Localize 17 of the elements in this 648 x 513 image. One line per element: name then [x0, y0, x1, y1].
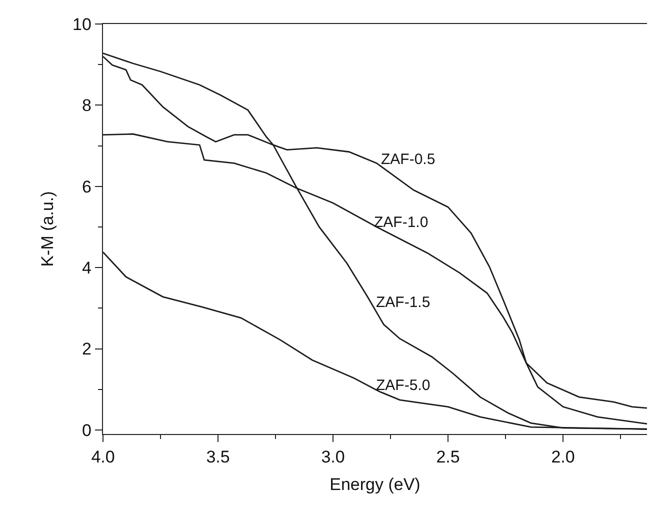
y-tick-label: 0 — [82, 420, 92, 440]
y-tick-label: 4 — [82, 258, 92, 278]
x-tick-label: 3.0 — [321, 448, 345, 467]
annotation: ZAF-0.5 — [381, 151, 436, 168]
y-tick-label: 10 — [72, 14, 92, 34]
x-tick-label: 4.0 — [91, 448, 115, 467]
annotation: ZAF-1.0 — [374, 214, 428, 231]
annotation: ZAF-1.5 — [376, 294, 430, 311]
annotation: ZAF-5.0 — [376, 377, 430, 394]
x-axis-title: Energy (eV) — [330, 474, 420, 494]
x-tick-label: 3.5 — [206, 448, 230, 467]
x-tick-label: 2.5 — [436, 448, 460, 467]
y-tick-label: 8 — [82, 96, 92, 116]
y-tick-label: 2 — [82, 340, 92, 359]
x-tick-label: 2.0 — [551, 448, 575, 467]
y-tick-label: 6 — [82, 177, 92, 196]
y-axis-title: K-M (a.u.) — [38, 191, 58, 267]
